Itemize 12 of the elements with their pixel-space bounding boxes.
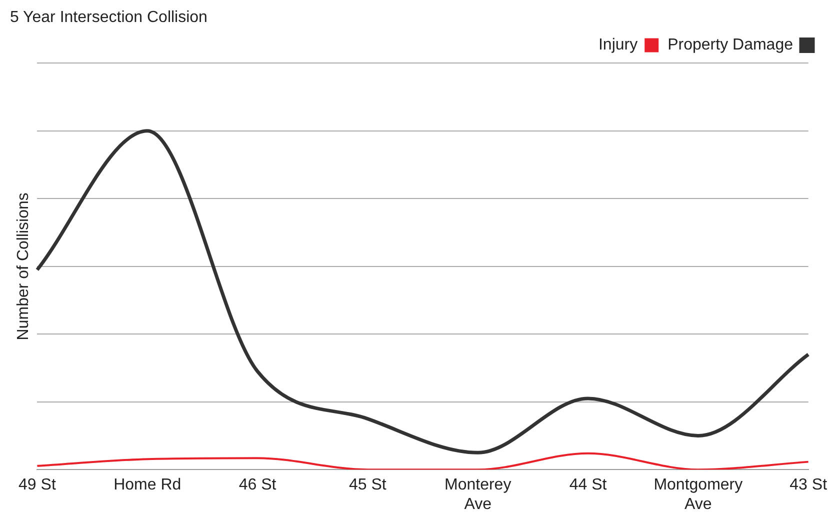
chart-title: 5 Year Intersection Collision (10, 9, 208, 26)
x-tick-label: 46 St (238, 476, 277, 494)
x-tick-label: 43 St (790, 476, 828, 494)
y-axis-title: Number of Collisions (15, 192, 32, 340)
legend-label: Injury (598, 36, 638, 54)
x-tick-label: 45 St (349, 476, 387, 494)
legend-label: Property Damage (668, 36, 794, 54)
x-tick-label: 49 St (18, 476, 56, 494)
x-tick-label: Montgomery Ave (654, 476, 743, 513)
x-tick-label: Monterey Ave (444, 476, 512, 513)
x-tick-label: 44 St (569, 476, 608, 494)
x-tick-label: Home Rd (114, 476, 182, 494)
